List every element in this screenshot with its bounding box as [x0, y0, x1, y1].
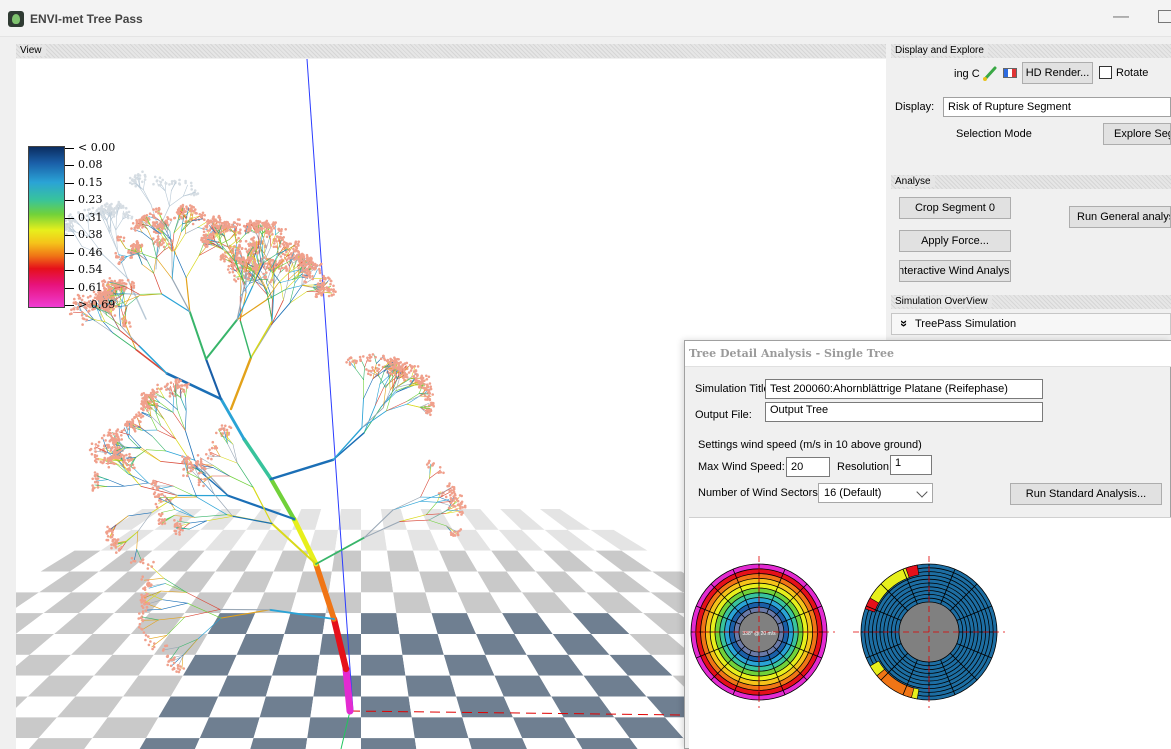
selection-mode-label: Selection Mode: [956, 128, 1032, 140]
analyse-header: Analyse: [891, 175, 1171, 189]
display-explore-header-label: Display and Explore: [895, 45, 988, 56]
minimize-icon[interactable]: —: [1113, 8, 1129, 25]
output-file-input[interactable]: Output Tree: [765, 402, 1043, 422]
app-icon: [8, 11, 24, 27]
legend-label-6: 0.46: [65, 246, 103, 260]
wind-polar-plot-2: [853, 556, 1005, 708]
paint-brush-icon[interactable]: [982, 65, 998, 81]
tree-3d-scene[interactable]: [16, 59, 886, 749]
output-file-label: Output File:: [695, 409, 752, 421]
legend-label-8: 0.61: [65, 281, 103, 295]
wind-polar-plot-1: [683, 556, 835, 708]
run-standard-analysis-button[interactable]: Run Standard Analysis...: [1010, 483, 1162, 505]
legend-label-4: 0.31: [65, 211, 103, 225]
polar-plots-area: 338° @ 20 m/s: [683, 517, 1171, 749]
apply-force-button[interactable]: Apply Force...: [899, 230, 1011, 252]
wind-polar-plots: 338° @ 20 m/s: [683, 556, 1005, 708]
legend-label-5: 0.38: [65, 228, 103, 242]
wind-sectors-value: 16 (Default): [824, 487, 882, 499]
view-header-label: View: [20, 45, 46, 56]
simulation-tree-item[interactable]: » TreePass Simulation: [891, 313, 1171, 335]
wind-sectors-label: Number of Wind Sectors:: [698, 487, 821, 499]
resolution-label: Resolution:: [837, 461, 893, 473]
rotate-checkbox[interactable]: [1099, 66, 1112, 79]
rotate-label: Rotate: [1116, 67, 1149, 79]
display-label: Display:: [895, 101, 935, 113]
chevron-down-icon: [916, 486, 928, 498]
interactive-wind-analysis-button[interactable]: Interactive Wind Analysis..: [899, 260, 1011, 282]
simulation-overview-header-label: Simulation OverView: [895, 296, 992, 307]
legend-label-0: < 0.00: [65, 141, 115, 155]
dialog-title-bar: Tree Detail Analysis - Single Tree: [685, 341, 1171, 367]
analyse-header-label: Analyse: [895, 176, 935, 187]
color-palette-icon[interactable]: [1003, 68, 1017, 78]
x-axis-line: [349, 710, 685, 716]
title-bar: ENVI-met Tree Pass —: [0, 0, 1171, 37]
color-legend: < 0.00 0.08 0.15 0.23 0.31 0.38 0.46 0.5…: [28, 141, 158, 311]
legend-label-7: 0.54: [65, 263, 103, 277]
legend-label-2: 0.15: [65, 176, 103, 190]
wind-sectors-select[interactable]: 16 (Default): [818, 483, 933, 503]
simulation-title-label: Simulation Title:: [695, 383, 773, 395]
y-axis-line: [340, 710, 351, 749]
crop-segment-button[interactable]: Crop Segment 0: [899, 197, 1011, 219]
max-wind-speed-input[interactable]: 20: [786, 457, 830, 477]
legend-label-9: > 0.69: [65, 298, 115, 312]
max-wind-speed-label: Max Wind Speed:: [698, 461, 785, 473]
dialog-title: Tree Detail Analysis - Single Tree: [689, 347, 894, 360]
legend-label-1: 0.08: [65, 158, 103, 172]
legend-color-bar: [28, 146, 65, 308]
tree-detail-dialog: Tree Detail Analysis - Single Tree Simul…: [683, 340, 1171, 749]
run-general-analysis-button[interactable]: Run General analysis.: [1069, 206, 1171, 228]
explore-segment-button[interactable]: Explore Segr: [1103, 123, 1171, 145]
simulation-title-input[interactable]: Test 200060:Ahornblättrige Platane (Reif…: [765, 379, 1043, 399]
resolution-input[interactable]: 1: [890, 455, 932, 475]
simulation-overview-header: Simulation OverView: [891, 295, 1171, 309]
legend-label-3: 0.23: [65, 193, 103, 207]
hd-render-button[interactable]: HD Render...: [1022, 62, 1093, 84]
display-select[interactable]: Risk of Rupture Segment: [943, 97, 1171, 117]
z-axis-line: [306, 59, 354, 712]
display-explore-header: Display and Explore: [891, 44, 1171, 58]
expand-chevron-icon[interactable]: »: [897, 319, 913, 328]
view-header: View: [16, 44, 886, 58]
window-title: ENVI-met Tree Pass: [30, 12, 143, 26]
partial-label: ing C: [954, 68, 980, 80]
tree-model: [58, 170, 467, 715]
maximize-icon[interactable]: [1158, 10, 1171, 23]
polar-center-label: 338° @ 20 m/s: [742, 631, 776, 637]
simulation-tree-item-label: TreePass Simulation: [915, 318, 1017, 330]
settings-wind-text: Settings wind speed (m/s in 10 above gro…: [698, 439, 922, 451]
